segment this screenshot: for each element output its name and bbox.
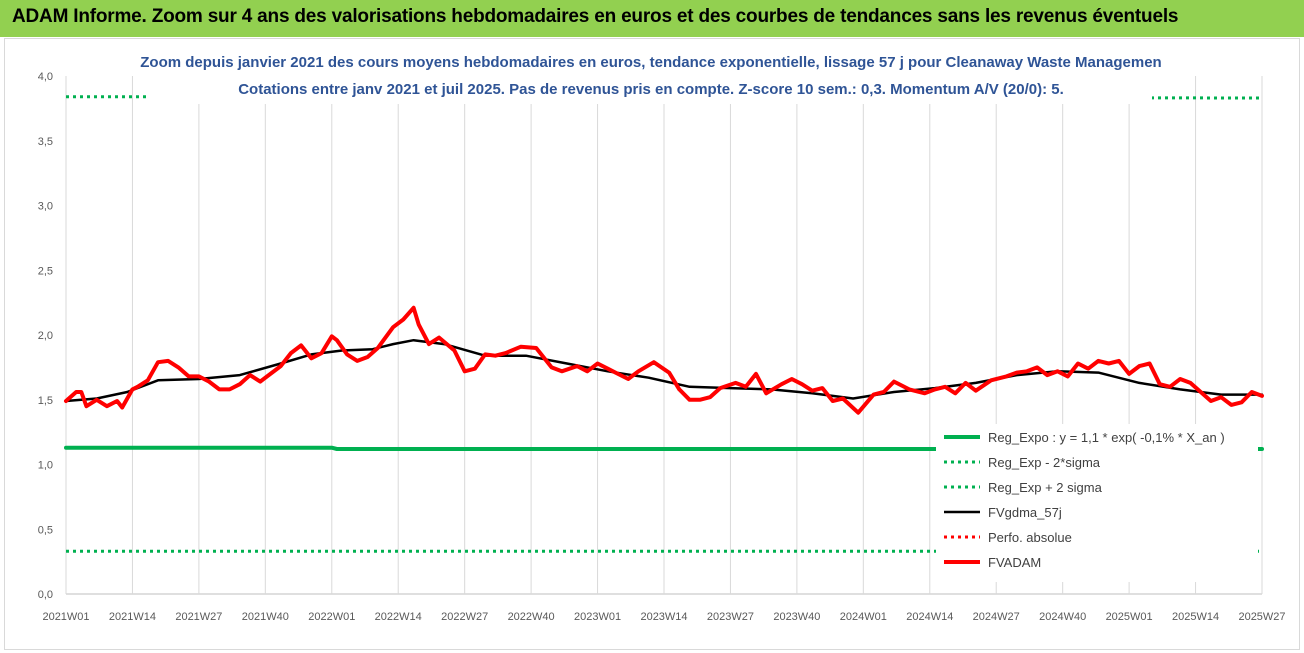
y-tick-label: 3,5: [38, 136, 53, 148]
y-tick-label: 2,5: [38, 265, 53, 277]
chart-legend: Reg_Expo : y = 1,1 * exp( -0,1% * X_an )…: [936, 424, 1258, 582]
report-title: ADAM Informe. Zoom sur 4 ans des valoris…: [12, 6, 1179, 27]
x-tick-label: 2022W01: [308, 611, 355, 623]
chart-title: Zoom depuis janvier 2021 des cours moyen…: [140, 54, 1161, 71]
legend-label: Reg_Exp + 2 sigma: [988, 480, 1103, 495]
x-tick-label: 2023W01: [574, 611, 621, 623]
y-tick-label: 2,0: [38, 330, 53, 342]
legend-label: Perfo. absolue: [988, 530, 1072, 545]
x-tick-label: 2021W01: [42, 611, 89, 623]
x-tick-label: 2021W40: [242, 611, 289, 623]
legend-label: Reg_Exp - 2*sigma: [988, 455, 1101, 470]
x-tick-label: 2024W01: [840, 611, 887, 623]
x-tick-label: 2024W27: [973, 611, 1020, 623]
y-axis-ticks: 0,0 0,5 1,0 1,5 2,0 2,5 3,0 3,5 4,0: [38, 71, 53, 601]
y-tick-label: 4,0: [38, 71, 53, 83]
y-tick-label: 0,0: [38, 589, 53, 601]
y-tick-label: 3,0: [38, 201, 53, 213]
x-tick-label: 2023W14: [640, 611, 687, 623]
title-backdrop: [146, 44, 1152, 104]
report-banner: ADAM Informe. Zoom sur 4 ans des valoris…: [0, 0, 1304, 37]
y-tick-label: 1,0: [38, 460, 53, 472]
x-axis-ticks: 2021W01 2021W14 2021W27 2021W40 2022W01 2022W…: [42, 611, 1285, 623]
x-tick-label: 2024W40: [1039, 611, 1086, 623]
x-tick-label: 2022W27: [441, 611, 488, 623]
legend-backdrop: [936, 424, 1258, 582]
series-line-reg-expo: [64, 445, 1264, 451]
chart-subtitle: Cotations entre janv 2021 et juil 2025. …: [238, 81, 1064, 98]
x-tick-label: 2023W27: [707, 611, 754, 623]
chart-frame: [4, 38, 1300, 650]
x-tick-label: 2022W14: [375, 611, 422, 623]
legend-label: FVgdma_57j: [988, 505, 1062, 520]
y-tick-label: 0,5: [38, 524, 53, 536]
legend-label: FVADAM: [988, 555, 1041, 570]
series-line-fvadam: [64, 305, 1264, 415]
x-tick-label: 2023W40: [773, 611, 820, 623]
x-tick-label: 2021W14: [109, 611, 156, 623]
x-tick-label: 2025W27: [1238, 611, 1285, 623]
x-tick-label: 2025W01: [1106, 611, 1153, 623]
x-tick-label: 2022W40: [508, 611, 555, 623]
x-tick-label: 2021W27: [175, 611, 222, 623]
legend-label: Reg_Expo : y = 1,1 * exp( -0,1% * X_an ): [988, 430, 1225, 445]
y-tick-label: 1,5: [38, 395, 53, 407]
x-tick-label: 2024W14: [906, 611, 953, 623]
x-tick-label: 2025W14: [1172, 611, 1219, 623]
